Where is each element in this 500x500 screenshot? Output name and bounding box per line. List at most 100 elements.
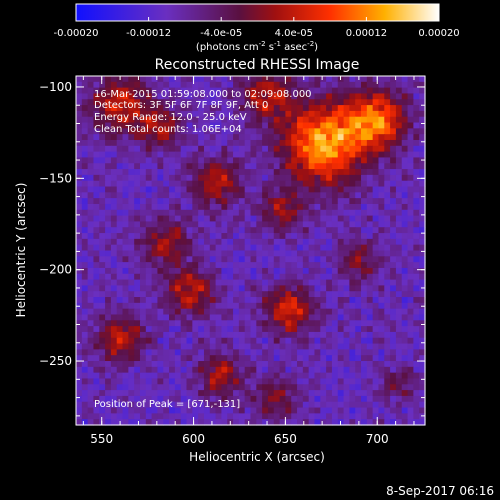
heatmap-cell	[203, 378, 211, 385]
heatmap-cell	[186, 87, 193, 95]
heatmap-cell	[198, 209, 205, 217]
heatmap-cell	[169, 349, 176, 356]
heatmap-cell	[76, 355, 83, 362]
heatmap-cell	[256, 395, 263, 403]
heatmap-cell	[262, 93, 269, 100]
heatmap-cell	[267, 320, 275, 327]
heatmap-cell	[395, 134, 403, 141]
heatmap-cell	[314, 81, 321, 89]
heatmap-cell	[401, 372, 409, 380]
heatmap-cell	[76, 285, 83, 292]
heatmap-cell	[355, 238, 362, 246]
heatmap-cell	[407, 76, 414, 83]
heatmap-cell	[326, 407, 333, 414]
heatmap-cell	[326, 302, 333, 310]
heatmap-cell	[256, 99, 263, 106]
heatmap-cell	[297, 105, 304, 112]
heatmap-cell	[105, 395, 112, 403]
heatmap-cell	[314, 209, 321, 217]
heatmap-cell	[76, 395, 83, 403]
heatmap-cell	[384, 238, 391, 246]
heatmap-cell	[378, 134, 385, 141]
heatmap-cell	[93, 407, 100, 414]
heatmap-cell	[238, 320, 246, 327]
heatmap-cell	[401, 256, 409, 263]
heatmap-cell	[145, 308, 153, 316]
heatmap-cell	[238, 215, 246, 223]
heatmap-cell	[361, 302, 368, 310]
heatmap-cell	[151, 76, 159, 83]
heatmap-cell	[244, 198, 252, 205]
heatmap-cell	[384, 128, 391, 135]
heatmap-cell	[215, 320, 223, 327]
heatmap-cell	[180, 93, 188, 100]
heatmap-cell	[419, 297, 426, 304]
heatmap-cell	[279, 267, 286, 275]
heatmap-cell	[215, 378, 223, 385]
heatmap-cell	[273, 372, 281, 380]
heatmap-cell	[145, 122, 153, 129]
heatmap-cell	[233, 145, 240, 153]
heatmap-cell	[343, 279, 350, 286]
heatmap-cell	[87, 337, 95, 345]
heatmap-cell	[256, 349, 263, 356]
heatmap-cell	[87, 279, 95, 286]
heatmap-cell	[93, 151, 100, 159]
heatmap-cell	[419, 395, 426, 403]
heatmap-cell	[355, 139, 362, 147]
heatmap-cell	[326, 378, 333, 385]
heatmap-cell	[291, 419, 298, 426]
heatmap-cell	[93, 93, 100, 100]
heatmap-cell	[93, 198, 100, 205]
heatmap-cell	[215, 407, 223, 414]
heatmap-cell	[169, 215, 176, 223]
heatmap-cell	[110, 395, 118, 403]
heatmap-cell	[81, 384, 89, 391]
heatmap-cell	[215, 361, 223, 368]
heatmap-cell	[221, 209, 228, 217]
heatmap-cell	[297, 76, 304, 83]
heatmap-cell	[233, 128, 240, 135]
heatmap-cell	[250, 297, 257, 304]
heatmap-cell	[390, 302, 397, 310]
heatmap-cell	[227, 186, 234, 193]
heatmap-cell	[407, 291, 414, 298]
heatmap-cell	[174, 401, 182, 409]
heatmap-cell	[390, 198, 397, 205]
heatmap-cell	[87, 174, 95, 182]
heatmap-cell	[238, 145, 246, 153]
heatmap-cell	[361, 308, 368, 316]
heatmap-cell	[285, 238, 292, 246]
heatmap-cell	[267, 273, 275, 281]
heatmap-cell	[134, 407, 141, 414]
heatmap-cell	[355, 116, 362, 124]
heatmap-cell	[76, 116, 83, 124]
heatmap-cell	[157, 250, 164, 257]
heatmap-cell	[76, 151, 83, 159]
heatmap-cell	[407, 87, 414, 95]
heatmap-cell	[215, 343, 223, 350]
heatmap-cell	[349, 192, 356, 199]
heatmap-cell	[419, 99, 426, 106]
heatmap-cell	[250, 308, 257, 316]
heatmap-cell	[221, 198, 228, 205]
heatmap-cell	[87, 331, 95, 339]
heatmap-cell	[244, 128, 252, 135]
heatmap-cell	[134, 395, 141, 403]
heatmap-cell	[285, 262, 292, 269]
heatmap-cell	[215, 390, 223, 397]
heatmap-cell	[343, 337, 350, 345]
heatmap-cell	[110, 308, 118, 316]
heatmap-cell	[76, 186, 83, 193]
heatmap-cell	[349, 203, 356, 211]
heatmap-cell	[285, 314, 292, 321]
heatmap-cell	[151, 87, 159, 95]
heatmap-cell	[308, 331, 316, 339]
heatmap-cell	[267, 250, 275, 257]
heatmap-cell	[273, 157, 281, 164]
heatmap-cell	[151, 203, 159, 211]
heatmap-cell	[297, 384, 304, 391]
heatmap-cell	[279, 366, 286, 374]
heatmap-cell	[151, 337, 159, 345]
heatmap-cell	[163, 337, 170, 345]
